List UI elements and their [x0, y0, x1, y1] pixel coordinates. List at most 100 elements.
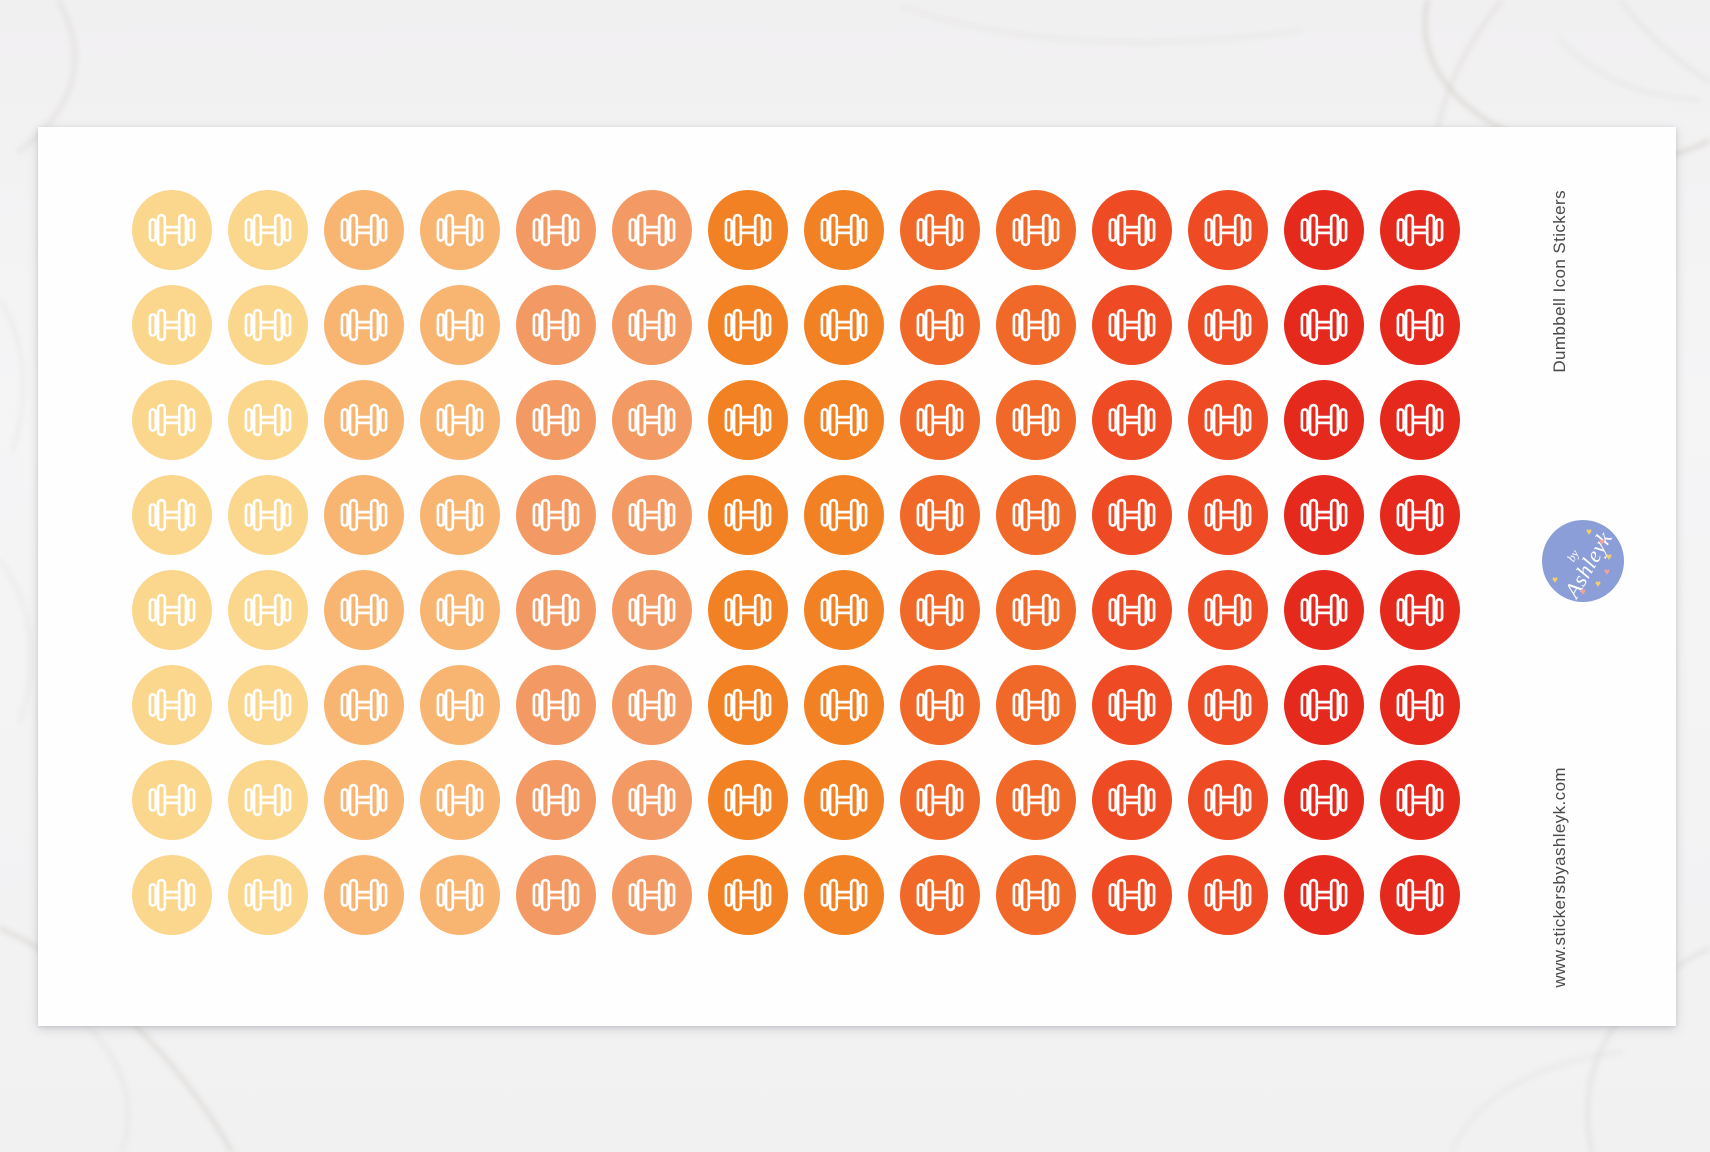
- dumbbell-icon: [724, 878, 772, 912]
- dumbbell-sticker: [516, 760, 596, 840]
- dumbbell-icon: [436, 783, 484, 817]
- dumbbell-sticker: [1380, 475, 1460, 555]
- dumbbell-icon: [1204, 403, 1252, 437]
- brand-badge: by Ashleyk ♥ ♥ ♥ ♥ ♥ ♥ ♥: [1542, 520, 1624, 602]
- dumbbell-icon: [1396, 878, 1444, 912]
- dumbbell-sticker: [132, 285, 212, 365]
- dumbbell-icon: [916, 783, 964, 817]
- dumbbell-sticker: [1092, 285, 1172, 365]
- dumbbell-sticker: [996, 285, 1076, 365]
- dumbbell-sticker: [324, 190, 404, 270]
- dumbbell-sticker: [1284, 380, 1364, 460]
- dumbbell-icon: [436, 403, 484, 437]
- dumbbell-icon: [340, 878, 388, 912]
- website-url: www.stickersbyashleyk.com: [1550, 767, 1569, 988]
- dumbbell-sticker: [708, 285, 788, 365]
- dumbbell-icon: [1012, 308, 1060, 342]
- dumbbell-icon: [1204, 308, 1252, 342]
- dumbbell-sticker: [900, 570, 980, 650]
- dumbbell-sticker: [996, 475, 1076, 555]
- dumbbell-icon: [628, 308, 676, 342]
- dumbbell-icon: [1108, 213, 1156, 247]
- dumbbell-sticker: [132, 855, 212, 935]
- dumbbell-sticker: [612, 665, 692, 745]
- dumbbell-icon: [628, 783, 676, 817]
- dumbbell-icon: [436, 308, 484, 342]
- dumbbell-icon: [1396, 783, 1444, 817]
- dumbbell-sticker: [612, 475, 692, 555]
- dumbbell-icon: [916, 308, 964, 342]
- dumbbell-sticker: [1284, 570, 1364, 650]
- dumbbell-sticker: [1188, 855, 1268, 935]
- dumbbell-icon: [148, 878, 196, 912]
- dumbbell-sticker: [1284, 190, 1364, 270]
- dumbbell-sticker: [900, 380, 980, 460]
- dumbbell-sticker: [324, 285, 404, 365]
- dumbbell-icon: [340, 688, 388, 722]
- dumbbell-sticker: [1284, 475, 1364, 555]
- dumbbell-sticker: [132, 570, 212, 650]
- dumbbell-sticker: [324, 855, 404, 935]
- dumbbell-sticker: [1092, 760, 1172, 840]
- dumbbell-icon: [148, 213, 196, 247]
- dumbbell-icon: [916, 688, 964, 722]
- dumbbell-icon: [1108, 878, 1156, 912]
- dumbbell-sticker: [1380, 285, 1460, 365]
- dumbbell-icon: [628, 213, 676, 247]
- dumbbell-sticker: [1284, 855, 1364, 935]
- dumbbell-icon: [244, 783, 292, 817]
- dumbbell-sticker: [996, 190, 1076, 270]
- dumbbell-sticker: [804, 570, 884, 650]
- dumbbell-sticker: [900, 475, 980, 555]
- dumbbell-icon: [1300, 783, 1348, 817]
- dumbbell-sticker: [804, 285, 884, 365]
- sticker-grid: [132, 190, 1460, 935]
- dumbbell-icon: [532, 688, 580, 722]
- dumbbell-sticker: [516, 855, 596, 935]
- dumbbell-icon: [148, 688, 196, 722]
- dumbbell-icon: [244, 688, 292, 722]
- dumbbell-icon: [1012, 783, 1060, 817]
- dumbbell-sticker: [1188, 190, 1268, 270]
- dumbbell-icon: [244, 878, 292, 912]
- dumbbell-icon: [244, 403, 292, 437]
- dumbbell-icon: [436, 593, 484, 627]
- dumbbell-icon: [628, 688, 676, 722]
- dumbbell-icon: [916, 403, 964, 437]
- dumbbell-sticker: [1380, 855, 1460, 935]
- dumbbell-sticker: [900, 855, 980, 935]
- dumbbell-icon: [532, 783, 580, 817]
- dumbbell-sticker: [900, 285, 980, 365]
- dumbbell-icon: [1396, 308, 1444, 342]
- dumbbell-sticker: [516, 285, 596, 365]
- dumbbell-sticker: [1380, 760, 1460, 840]
- dumbbell-sticker: [420, 760, 500, 840]
- dumbbell-icon: [1396, 688, 1444, 722]
- dumbbell-icon: [1204, 498, 1252, 532]
- dumbbell-icon: [148, 498, 196, 532]
- dumbbell-sticker: [228, 285, 308, 365]
- dumbbell-icon: [1204, 213, 1252, 247]
- dumbbell-sticker: [1284, 285, 1364, 365]
- dumbbell-sticker: [612, 190, 692, 270]
- dumbbell-icon: [1108, 308, 1156, 342]
- dumbbell-icon: [1012, 213, 1060, 247]
- dumbbell-sticker: [612, 380, 692, 460]
- dumbbell-icon: [340, 308, 388, 342]
- dumbbell-sticker: [420, 380, 500, 460]
- heart-icon: ♥: [1599, 537, 1605, 548]
- dumbbell-icon: [244, 593, 292, 627]
- heart-icon: ♥: [1580, 587, 1586, 598]
- dumbbell-sticker: [1188, 475, 1268, 555]
- dumbbell-sticker: [1092, 570, 1172, 650]
- dumbbell-sticker: [804, 855, 884, 935]
- dumbbell-icon: [1012, 403, 1060, 437]
- dumbbell-icon: [1204, 878, 1252, 912]
- dumbbell-icon: [148, 783, 196, 817]
- dumbbell-sticker: [996, 665, 1076, 745]
- dumbbell-sticker: [420, 475, 500, 555]
- dumbbell-icon: [724, 498, 772, 532]
- dumbbell-sticker: [324, 475, 404, 555]
- dumbbell-icon: [724, 403, 772, 437]
- dumbbell-sticker: [612, 570, 692, 650]
